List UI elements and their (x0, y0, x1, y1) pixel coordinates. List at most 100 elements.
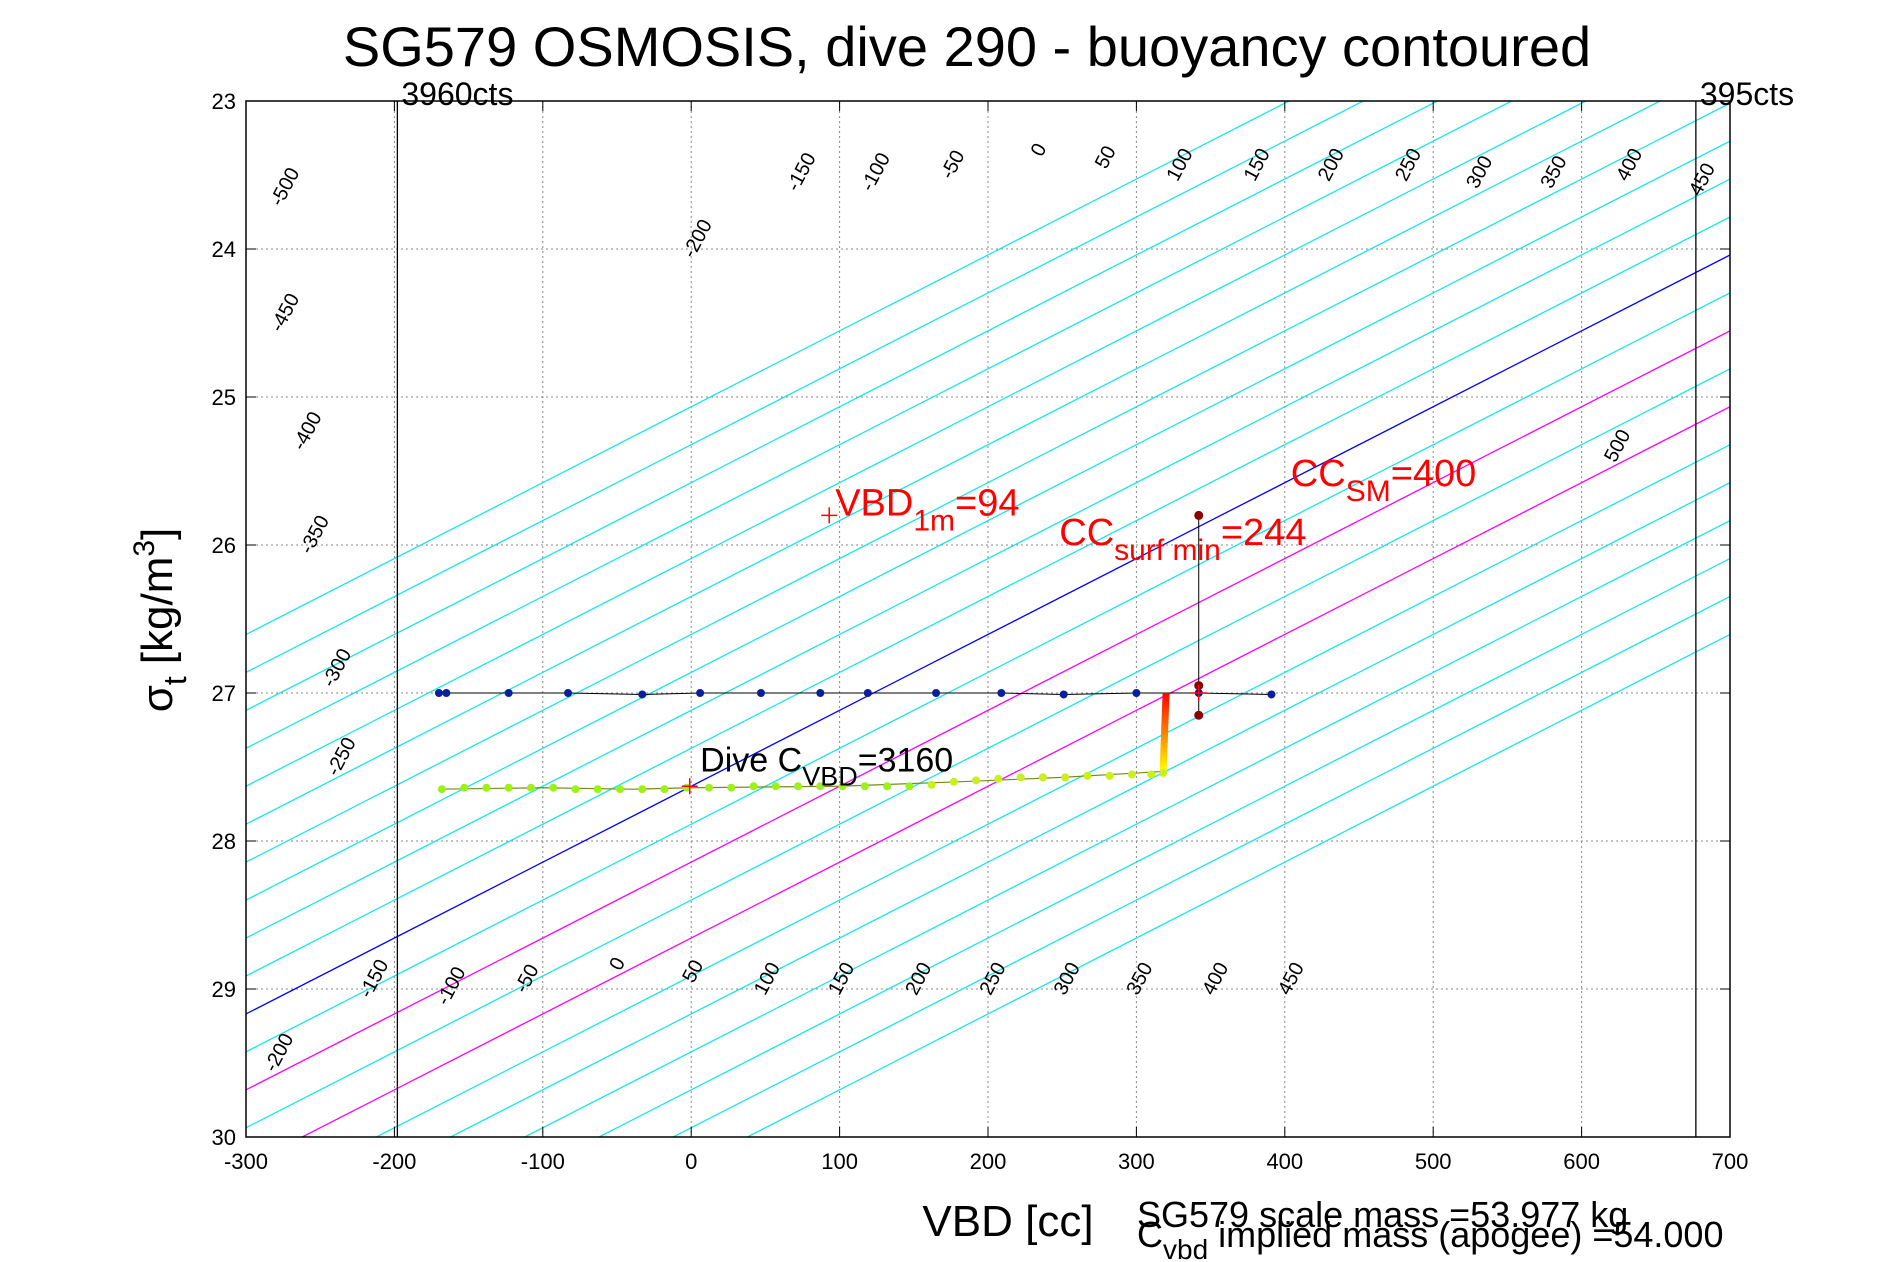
annotation-cc-sm-value: =400 (1391, 453, 1477, 495)
contour-line (246, 101, 1512, 750)
x-tick-label: 400 (1266, 1149, 1303, 1174)
descent-point (1267, 690, 1276, 699)
annotation-vbd-1m-sub: 1m (913, 504, 955, 537)
descent-point (442, 689, 451, 697)
ascent-point (593, 785, 602, 794)
y-axis-label-close: ] (133, 528, 182, 540)
ascent-point (571, 785, 580, 794)
footer-implied-mass: Cvbd implied mass (apogee) =54.000 (1137, 1214, 1723, 1262)
contour-line (246, 254, 1730, 1015)
ascent-point (838, 782, 847, 791)
footer-implied-mass-main: C (1137, 1214, 1163, 1255)
annotation-dive-cvbd-main: Dive C (700, 741, 802, 779)
descent-point (932, 689, 941, 697)
x-axis-ticks: -300 -200 -100 0 100 200 300 400 500 600 700 (224, 101, 1748, 1174)
contour-line (246, 330, 1730, 1091)
x-tick-label: 500 (1415, 1149, 1452, 1174)
ascent-point (660, 785, 669, 794)
x-tick-label: 700 (1712, 1149, 1749, 1174)
annotation-cc-surf-min-main: CC (1059, 512, 1114, 554)
ascent-point (860, 782, 869, 791)
contour-line (747, 633, 1730, 1137)
y-axis-label: σt [kg/m3] (128, 528, 193, 713)
x-tick-label: -100 (521, 1149, 565, 1174)
ascent-point (949, 777, 958, 786)
descent-point (756, 689, 765, 697)
ascent-point (504, 783, 513, 792)
annotation-vbd-1m: VBD1m=94 (835, 482, 1019, 537)
y-tick-label: 23 (212, 89, 236, 114)
ascent-point (638, 785, 647, 794)
cc-point (1194, 710, 1204, 720)
ascent-point (615, 785, 624, 794)
cc-point (1194, 510, 1204, 520)
ascent-point (437, 785, 446, 794)
y-tick-label: 30 (212, 1125, 236, 1150)
y-axis-label-unit: [kg/m (133, 557, 182, 665)
ascent-point (1038, 773, 1047, 782)
y-axis-ticks: 23 24 25 26 27 28 29 30 (212, 89, 1730, 1150)
annotation-cc-surf-min-value: =244 (1221, 512, 1307, 554)
footer-implied-mass-rest: implied mass (apogee) =54.000 (1208, 1214, 1723, 1255)
vbd-limit-label: 3960cts (401, 76, 513, 112)
dive-series (434, 507, 1276, 795)
contour-line (376, 443, 1730, 1137)
descent-point (1132, 689, 1141, 697)
ascent-point (771, 782, 780, 791)
contour-line (450, 481, 1730, 1137)
annotation-cc-sm-sub: SM (1346, 475, 1391, 508)
contour-line (672, 595, 1730, 1137)
x-tick-label: 600 (1563, 1149, 1600, 1174)
ascent-point (727, 783, 736, 792)
vbd-limit-lines: 3960cts 395cts (396, 76, 1794, 1137)
descent-point (997, 689, 1006, 697)
x-tick-label: -200 (372, 1149, 416, 1174)
annotation-cc-sm: CCSM=400 (1291, 453, 1476, 508)
ascent-point (549, 783, 558, 792)
y-tick-label: 24 (212, 237, 236, 262)
ascent-point (1083, 771, 1092, 780)
contour-line (246, 292, 1730, 1053)
descent-point (434, 689, 443, 697)
contour-line (246, 178, 1730, 939)
x-axis-label: VBD [cc] (922, 1197, 1093, 1246)
y-tick-label: 26 (212, 533, 236, 558)
footer-scale-mass: SG579 scale mass =53.977 kg (1137, 1194, 1628, 1235)
annotation-cc-sm-main: CC (1291, 453, 1346, 495)
descent-point (1059, 690, 1068, 699)
contour-line (246, 140, 1730, 901)
contour-line (246, 101, 1438, 712)
ascent-point (927, 780, 936, 789)
ascent-point (526, 783, 535, 792)
descent-point (696, 689, 705, 697)
y-tick-label: 25 (212, 385, 236, 410)
contour-line (246, 368, 1730, 1129)
ascent-point (1147, 770, 1156, 779)
y-axis-label-sub: t (157, 676, 193, 685)
marker-plus (681, 778, 698, 795)
descent-point (638, 690, 647, 699)
x-tick-label: 200 (970, 1149, 1007, 1174)
ascent-point (816, 782, 825, 791)
descent-point (504, 689, 513, 697)
ascent-point (1127, 770, 1136, 779)
ascent-point (460, 783, 469, 792)
x-tick-label: -300 (224, 1149, 268, 1174)
footer-implied-mass-sub: vbd (1163, 1234, 1208, 1262)
contour-line (524, 519, 1730, 1137)
marker-plus (1190, 685, 1207, 701)
annotation-dive-cvbd: Dive CVBD=3160 (700, 741, 953, 791)
x-tick-label: 100 (821, 1149, 858, 1174)
contour-line (246, 101, 1290, 636)
descent-point (564, 689, 573, 697)
x-tick-label: 300 (1118, 1149, 1155, 1174)
y-tick-label: 28 (212, 829, 236, 854)
contour-line (301, 406, 1730, 1137)
contour-line (246, 101, 1587, 787)
contour-line (246, 102, 1730, 863)
y-axis-label-sup: 3 (128, 540, 161, 557)
contour-line (246, 101, 1661, 825)
